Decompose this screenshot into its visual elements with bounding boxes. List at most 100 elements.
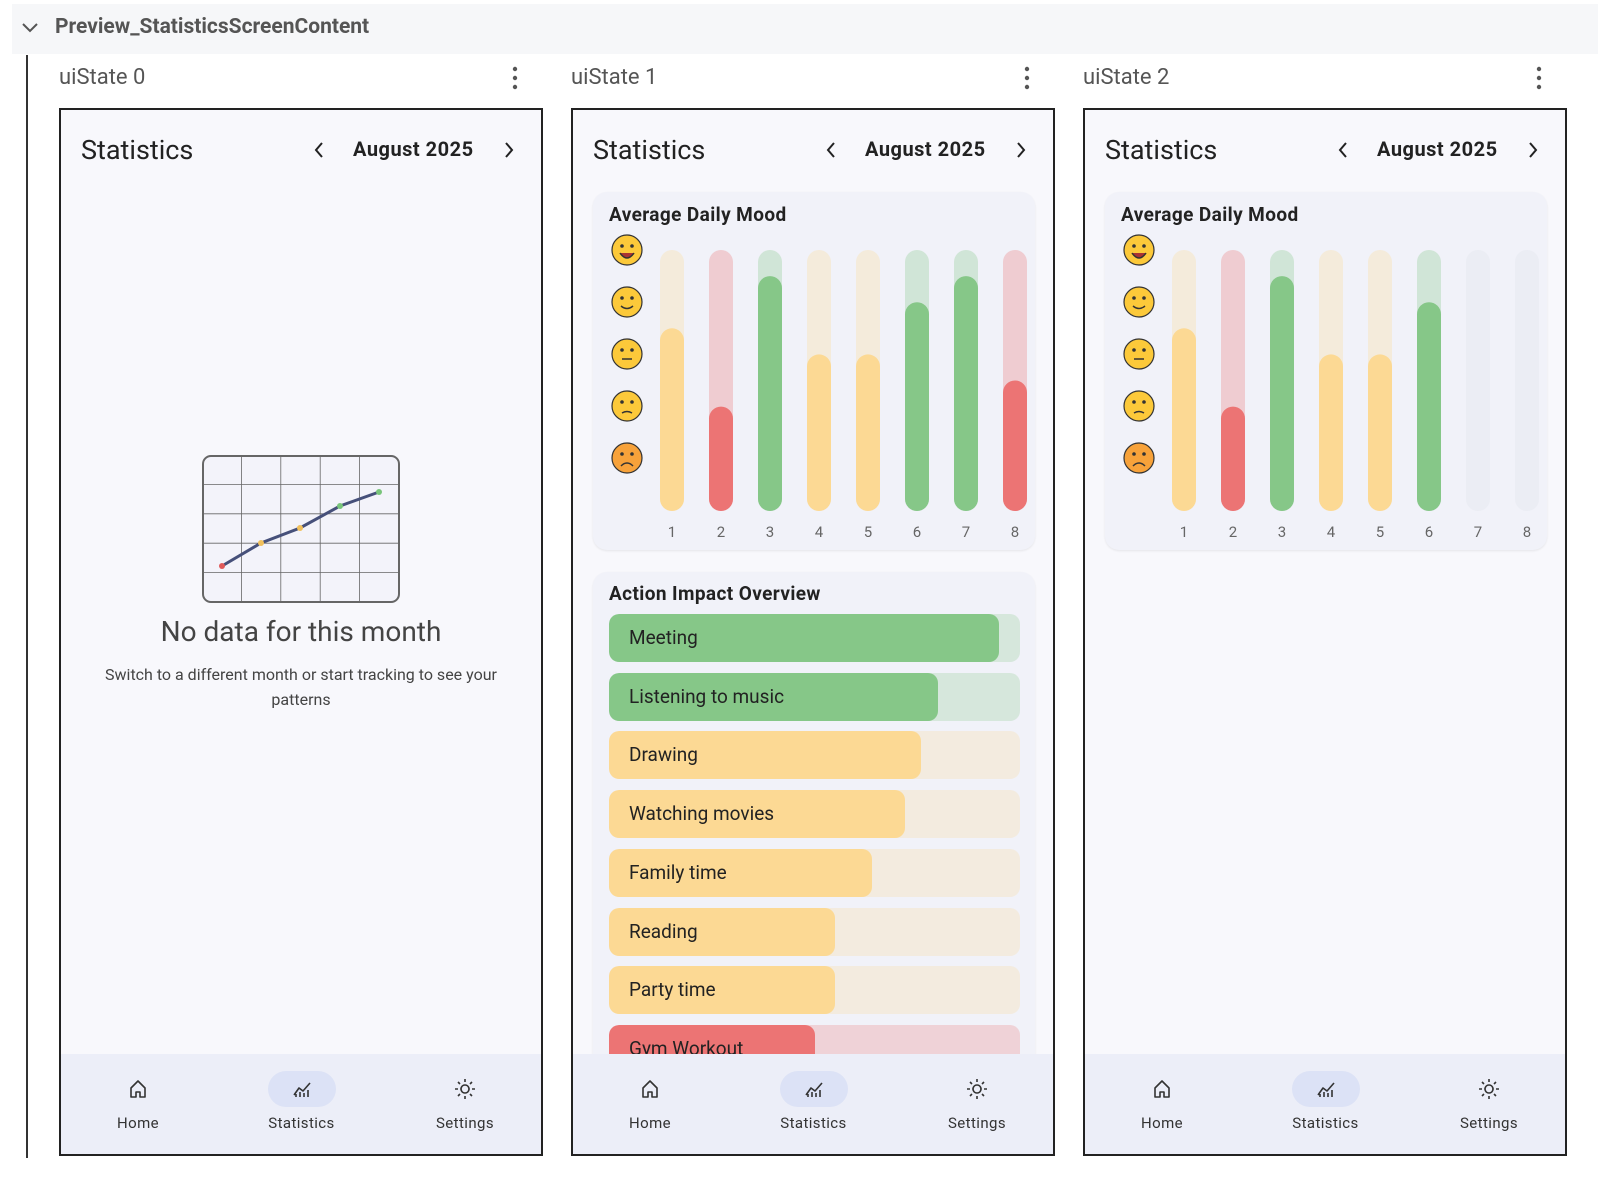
day-label: 8 [1011, 523, 1019, 541]
prev-month[interactable] [824, 140, 838, 160]
nav-icon[interactable] [1150, 1077, 1174, 1101]
header-title: Preview_StatisticsScreenContent [55, 15, 370, 39]
preview-label: uiState 0 [59, 65, 146, 90]
nav-label[interactable]: Home [117, 1114, 159, 1132]
mood-emoji [1123, 338, 1155, 370]
collapse-icon[interactable] [20, 18, 40, 38]
nav-icon[interactable] [290, 1077, 314, 1101]
mood-emoji [611, 338, 643, 370]
card-title: Action Impact Overview [609, 582, 821, 605]
nav-icon[interactable] [126, 1077, 150, 1101]
emoji-eye [620, 244, 624, 248]
preview-menu[interactable] [510, 65, 520, 93]
nav-label[interactable]: Statistics [1292, 1114, 1359, 1132]
impact-track: Meeting [609, 614, 1020, 662]
impact-label: Meeting [629, 626, 698, 649]
nav-icon[interactable] [802, 1077, 826, 1101]
emoji-mouth [620, 305, 634, 310]
mood-chart: 1 2 3 4 5 6 7 8 [1123, 234, 1539, 541]
prev-month[interactable] [312, 140, 326, 160]
mood-bar [1003, 380, 1027, 511]
impact-track: Drawing [609, 731, 1020, 780]
day-label: 8 [1523, 523, 1531, 541]
next-month[interactable] [1014, 140, 1028, 160]
emoji-mouth [621, 410, 633, 414]
nav-label[interactable]: Settings [948, 1114, 1006, 1132]
menu-dot [512, 66, 518, 72]
mood-card: Average Daily Mood 1 2 3 4 5 6 7 8 [593, 192, 1035, 550]
nav-label[interactable]: Statistics [780, 1114, 847, 1132]
impact-label: Family time [629, 860, 727, 884]
bottom-nav: Home Statistics Settings [61, 1054, 541, 1154]
emoji-face [611, 338, 643, 370]
preview-label: uiState 1 [571, 65, 658, 90]
bottom-nav: Home Statistics Settings [1085, 1054, 1565, 1154]
mood-bar [758, 276, 782, 511]
nav-label[interactable]: Settings [1460, 1114, 1518, 1132]
nav-label[interactable]: Home [629, 1114, 671, 1132]
emoji-face [611, 234, 643, 266]
emoji-face [1123, 338, 1155, 370]
chevron [314, 142, 323, 158]
impact-bar [609, 672, 938, 721]
emoji-face [1123, 390, 1155, 422]
nav-label[interactable]: Home [1141, 1114, 1183, 1132]
next-month[interactable] [1526, 140, 1540, 160]
nav-icon-shape [1479, 1079, 1499, 1099]
day-label: 7 [962, 523, 970, 541]
mood-chart: 1 2 3 4 5 6 7 8 [611, 234, 1027, 541]
emoji-eye [1142, 244, 1146, 248]
day-label: 6 [1425, 523, 1433, 541]
mood-bar [905, 302, 929, 511]
impact-label: Party time [629, 978, 716, 1002]
prev-month[interactable] [1336, 140, 1350, 160]
mood-bar [807, 354, 831, 511]
nav-icon[interactable] [638, 1077, 662, 1101]
mood-bar [1368, 354, 1392, 511]
day-label: 7 [1474, 523, 1482, 541]
month-label: August 2025 [353, 137, 474, 161]
card-title: Average Daily Mood [609, 203, 787, 226]
impact-track: Listening to music [609, 672, 1020, 721]
nav-icon[interactable] [965, 1077, 989, 1101]
next-month[interactable] [502, 140, 516, 160]
emoji-face [1123, 286, 1155, 318]
preview-menu[interactable] [1022, 65, 1032, 93]
header-bar: Preview_StatisticsScreenContent [12, 4, 1598, 54]
screen-title: Statistics [81, 134, 194, 166]
emoji-eye [630, 244, 634, 248]
emoji-eye [620, 400, 624, 404]
emoji-eye [1142, 348, 1146, 352]
nav-icon[interactable] [1314, 1077, 1338, 1101]
mood-emoji [611, 234, 643, 266]
emoji-eye [620, 452, 624, 456]
emoji-face [611, 442, 643, 474]
illustration-dot [219, 563, 225, 569]
nav-icon-shape [804, 1082, 823, 1097]
nav-icon-shape [1316, 1082, 1335, 1097]
emoji-mouth [1131, 252, 1147, 259]
mood-emoji [611, 442, 643, 474]
day-label: 6 [913, 523, 921, 541]
emoji-mouth [1132, 462, 1146, 467]
emoji-face [1123, 234, 1155, 266]
mood-bar [660, 328, 684, 511]
nav-indicator [267, 1071, 336, 1107]
phone-screen: Statistics August 2025 Average Daily Mood 1… [1083, 108, 1567, 1156]
phone-screen: Statistics August 2025 Average Daily Mood 1… [571, 108, 1055, 1156]
emoji-eye [630, 348, 634, 352]
preview-menu[interactable] [1534, 65, 1544, 93]
chevron [1017, 142, 1026, 158]
mood-bar [1417, 302, 1441, 511]
nav-icon[interactable] [1477, 1077, 1501, 1101]
nav-label[interactable]: Statistics [268, 1114, 335, 1132]
nav-label[interactable]: Settings [436, 1114, 494, 1132]
screen-title: Statistics [1105, 134, 1218, 166]
month-label: August 2025 [865, 137, 986, 161]
bar-track [1466, 250, 1490, 511]
nav-icon[interactable] [453, 1077, 477, 1101]
day-label: 1 [668, 523, 676, 541]
nav-indicator [1291, 1071, 1360, 1107]
emoji-eye [1132, 348, 1136, 352]
day-label: 5 [1376, 523, 1384, 541]
